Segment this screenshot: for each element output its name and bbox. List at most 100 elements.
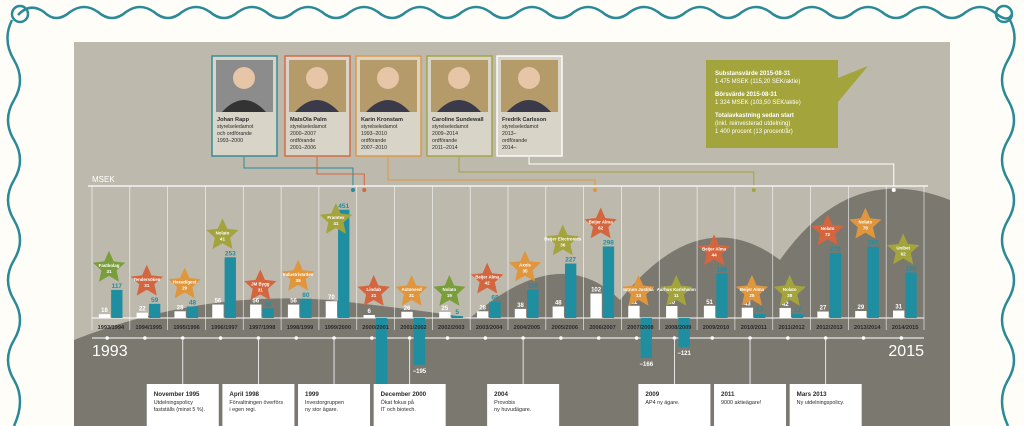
board-connector-dot xyxy=(592,188,597,192)
event-title: 1999 xyxy=(305,391,319,398)
y-axis-label: MSEK xyxy=(92,175,115,184)
timeline-dot xyxy=(634,336,639,340)
bar-white xyxy=(703,305,716,318)
board-name: Caroline Sundewall xyxy=(432,117,484,123)
event-line2: ny huvudägare. xyxy=(494,407,531,413)
category-label: 1999/2000 xyxy=(325,325,351,331)
portrait-face xyxy=(377,67,399,89)
bar-teal-label: 68 xyxy=(491,295,499,302)
event-line1: Utdelningspolicy xyxy=(154,400,194,406)
bar-teal xyxy=(375,318,388,411)
star-company: Intrum Justitia xyxy=(623,287,654,292)
star-value: 44 xyxy=(712,252,718,257)
star-company: Nolato xyxy=(821,226,835,231)
star-badge-icon xyxy=(319,203,353,234)
event-title: December 2000 xyxy=(381,391,427,398)
event-box xyxy=(714,384,787,426)
category-label: 2005/2006 xyxy=(552,325,578,331)
category-label: 1998/1999 xyxy=(287,325,313,331)
star-value: 42 xyxy=(485,281,491,286)
portrait-photo-icon xyxy=(431,60,488,112)
event-title: 2011 xyxy=(721,391,735,398)
bar-teal-label: −121 xyxy=(677,351,691,357)
portrait-photo-icon xyxy=(501,60,558,112)
board-role3: ordförande xyxy=(502,138,527,144)
category-label: 2006/2007 xyxy=(589,325,615,331)
star-badge-icon xyxy=(130,264,163,296)
category-label: 1993/1994 xyxy=(98,325,125,331)
event-title: 2009 xyxy=(645,391,659,398)
star-badge-icon xyxy=(395,275,428,306)
category-label: 1996/1997 xyxy=(211,325,237,331)
star-company: Nolato xyxy=(783,287,797,292)
category-label: 2002/2003 xyxy=(438,325,464,331)
event-title: November 1995 xyxy=(154,391,200,398)
bar-white xyxy=(817,311,829,318)
bar-white-label: 43 xyxy=(744,302,751,308)
bar-teal xyxy=(640,318,652,358)
bar-white-label: 70 xyxy=(328,295,335,301)
portrait-face xyxy=(306,67,328,89)
star-value: 20 xyxy=(182,285,188,290)
bar-white-label: 42 xyxy=(782,302,789,308)
star-company: Framtex xyxy=(327,215,345,220)
bar-white xyxy=(628,305,640,318)
board-role: styrelseledamot xyxy=(290,124,327,130)
bar-teal xyxy=(300,298,312,318)
bar-teal xyxy=(451,316,463,318)
event-box xyxy=(487,384,560,426)
bar-white-label: 25 xyxy=(441,306,448,312)
star-badge-icon xyxy=(735,274,769,306)
bar-teal xyxy=(678,318,690,348)
star-company: Fastbolag xyxy=(99,263,120,268)
star-company: Tendersöken xyxy=(133,277,160,282)
board-years: 2007–2010 xyxy=(361,145,387,151)
bar-white-label: 48 xyxy=(555,300,562,306)
bar-white xyxy=(250,304,262,318)
background-mountain-silhouette xyxy=(74,188,950,426)
board-connector-dot xyxy=(891,188,896,192)
bar-white-label: 28 xyxy=(479,305,486,311)
bar-teal xyxy=(186,306,199,318)
category-label: 2011/2012 xyxy=(779,325,805,331)
event-line1: AP4 ny ägare. xyxy=(645,400,679,406)
bar-white-label: 31 xyxy=(895,305,902,311)
callout-box xyxy=(706,60,868,148)
star-badge-icon xyxy=(206,218,239,249)
callout-title2: Börsvärde 2015-08-31 xyxy=(715,92,778,98)
event-box xyxy=(146,384,219,426)
star-badge-icon xyxy=(281,259,315,291)
category-label: 2003/2004 xyxy=(476,325,503,331)
timeline-dot xyxy=(672,336,677,340)
board-role3: ordförande xyxy=(361,138,386,144)
bar-teal-label: 48 xyxy=(189,299,197,306)
category-label: 2000/2001 xyxy=(362,325,388,331)
bar-white-label: 102 xyxy=(591,288,602,294)
timeline-dot xyxy=(143,336,147,340)
portrait-shoulders xyxy=(366,100,410,112)
star-value: 62 xyxy=(598,225,604,230)
star-company: Unibet xyxy=(896,245,910,250)
category-label: 2013/2014 xyxy=(854,325,881,331)
timeline-dot xyxy=(294,336,299,340)
star-company: Beijer Electronics xyxy=(544,237,582,242)
portrait-shoulders xyxy=(437,100,481,112)
star-badge-icon xyxy=(508,250,542,282)
bar-white xyxy=(855,311,867,318)
bar-teal xyxy=(791,313,804,318)
board-role3: ordförande xyxy=(432,138,457,144)
bar-white xyxy=(98,314,111,318)
timeline-dot xyxy=(483,336,488,340)
category-label: 2001/2002 xyxy=(400,325,426,331)
star-badge-icon xyxy=(546,224,579,256)
bar-teal-label: 227 xyxy=(565,257,576,264)
board-role2: och ordförande xyxy=(217,131,252,137)
bar-white xyxy=(401,311,413,318)
bar-teal xyxy=(602,246,615,318)
event-line1: Investorgruppen xyxy=(305,400,344,406)
bar-teal-label: 270 xyxy=(830,246,841,253)
board-role: styrelseledamot xyxy=(432,124,469,130)
timeline-dot xyxy=(332,336,336,340)
timeline-dot xyxy=(180,336,185,340)
